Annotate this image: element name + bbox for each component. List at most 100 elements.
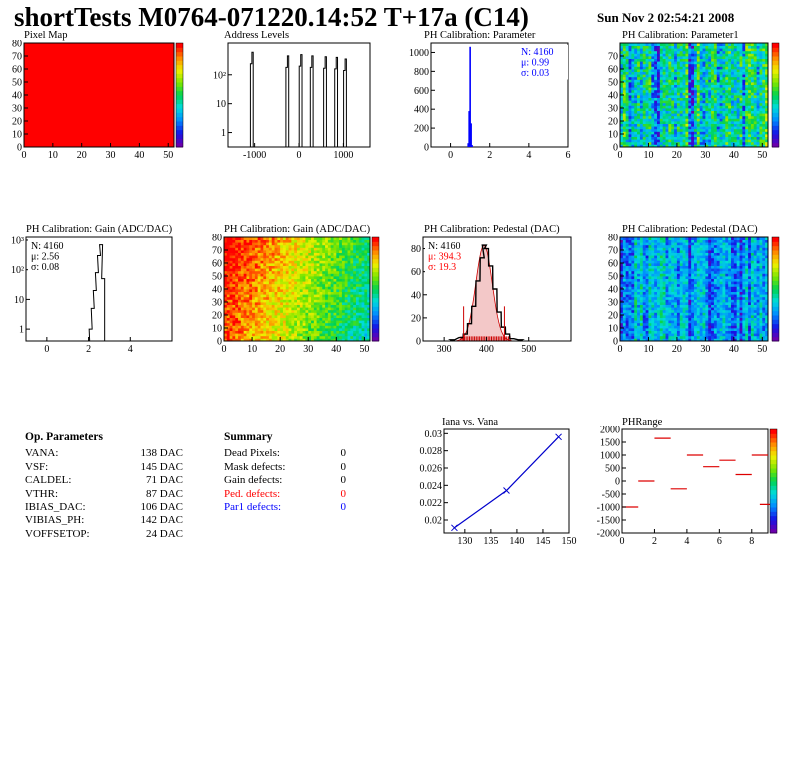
gain-map-cell [288,247,292,251]
gain-map-cell [263,289,267,292]
ph-param1-cell [651,100,655,104]
gain-map-cell [266,286,270,290]
ph-param1-cell [733,136,738,140]
gain-map-cell [297,265,301,269]
gain-map-cell [243,247,247,251]
ph-param1-cell [733,74,738,78]
ph-param1-cell [696,79,701,83]
gain-map-cell [260,333,264,337]
gain-map-cell [333,263,337,266]
ph-param1-cell [716,74,721,78]
ped-map-cell [625,265,629,269]
gain-map-cell [308,237,312,240]
ph-param1-cell [676,69,681,72]
ph-param1-cell [725,136,729,140]
gain-map-cell [285,322,289,326]
ph-param1-cell [719,95,723,98]
ph-param1-cell [639,139,644,143]
gain-map-cell [263,255,267,259]
ph-param1-cell [665,134,669,137]
gain-map-cell [268,325,273,329]
ph-param1-cell [750,105,755,109]
ped-map-cell [628,237,632,240]
ph-param1-cell [654,48,658,52]
ped-map-cell [637,289,641,292]
ph-param1-cell [639,105,644,109]
gain-map-cell [229,270,233,274]
gain-map-cell [226,242,231,246]
ph-param1-cell [628,110,632,114]
ph-param1-cell [728,144,732,148]
ped-map-cell [634,338,638,342]
gain-map-cell [274,335,278,339]
gain-map-cell [341,239,346,243]
gain-map-cell [297,335,301,339]
ph-param1-cell [694,43,698,46]
gain-map-cell [274,265,278,269]
ph-param1-cell [739,61,743,65]
gain-map-cell [271,276,275,279]
gain-map-cell [288,260,292,264]
ph-param1-cell [739,113,743,117]
gain-map-cell [260,265,264,269]
ph-param1-cell [728,131,732,135]
ph-param1-cell [665,113,669,117]
ph-param1-cell [628,58,632,62]
ph-param1-cell [676,97,681,101]
ped-map-cell [651,265,655,269]
ph-param1-cell [725,118,729,122]
gain-map-cell [229,273,233,277]
ph-param1-cell [685,131,689,135]
gain-map-cell [280,299,284,303]
gain-map-ytick-label: 20 [212,311,222,322]
gain-map-cell [358,304,362,308]
ph-param1-cell [739,69,743,72]
gain-map-cell [325,283,329,287]
gain-map-cell [226,257,231,261]
gain-map-cell [302,242,306,246]
ph-param1-cell [745,45,749,49]
gain-map-cell [344,325,348,329]
ph-param1-cell [668,89,672,93]
gain-map-cell [274,281,278,285]
ph-param1-cell [674,105,678,109]
ph-param1-cell [708,43,712,46]
ph-param1-cell [674,102,678,106]
ph-param1-cell [639,84,644,88]
ph-param1-cell [765,56,769,59]
gain-map-cell [246,276,250,279]
gain-map-cell [288,283,292,287]
ph-param1-cell [631,43,635,46]
gain-map-cell [268,333,273,337]
ped-map-cell [625,250,629,253]
ph-param1-cell [620,126,624,130]
ph-param1-cell [628,56,632,59]
ph-param1-cell [642,141,647,145]
ped-map-cell [628,304,632,308]
ph-param1-cell [639,63,644,67]
gain-map-cell [249,335,253,339]
ph-param1-cell [645,71,649,75]
gain-map-cell [355,260,360,264]
ped-map-cell [620,328,624,331]
gain-map-cell [246,296,250,300]
ph-param1-cell [685,66,689,70]
gain-map-cell [235,252,239,256]
gain-map-cell [367,325,371,329]
ph-param1-cell [699,66,703,70]
gain-map-cell [235,333,239,337]
ped-map-cell [634,302,638,305]
ph-param1-cell [733,102,738,106]
ph-param1-cell [696,139,701,143]
ph-param1-cell [642,131,647,135]
ph-param1-cell [722,126,726,130]
ped-map-cell [622,270,627,274]
ped-map-cell [657,320,661,324]
ph-param1-cell [705,71,709,75]
gain-map-cell [336,312,340,316]
ph-param1-cell [665,53,669,57]
gain-map-cell [229,304,233,308]
gain-map-cell [235,268,239,272]
ped-map-cell [648,270,652,274]
ph-param1-cell [620,121,624,124]
